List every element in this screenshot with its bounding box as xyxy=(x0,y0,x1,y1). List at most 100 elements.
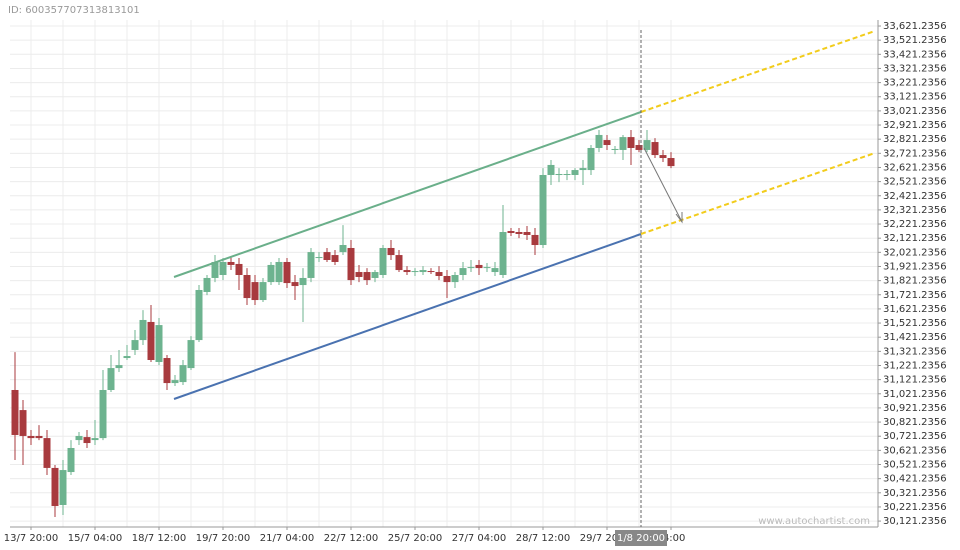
watermark: www.autochartist.com xyxy=(758,516,870,527)
y-tick-label: 32,321.2356 xyxy=(883,205,947,216)
y-tick-label: 32,121.2356 xyxy=(883,233,947,244)
candle-body xyxy=(579,168,587,171)
candle-body xyxy=(323,252,331,261)
y-tick-label: 33,021.2356 xyxy=(883,106,947,117)
candle-body xyxy=(595,134,603,148)
x-tick-label: 04:00 xyxy=(657,533,686,544)
x-tick-label: 13/7 20:00 xyxy=(4,533,58,544)
candle-body xyxy=(539,174,547,246)
candle-body xyxy=(203,277,211,292)
x-tick-label: 29/7 20:00 xyxy=(580,533,634,544)
candle-body xyxy=(123,356,131,359)
candle-body xyxy=(563,174,571,176)
y-tick-label: 30,821.2356 xyxy=(883,417,947,428)
candle-body xyxy=(339,245,347,253)
crosshair-box xyxy=(615,530,667,546)
candle-body xyxy=(507,231,515,233)
candle-body xyxy=(291,282,299,287)
candle-body xyxy=(171,380,179,384)
forecast-arrow xyxy=(643,147,682,221)
candle-body xyxy=(107,368,115,390)
y-tick-label: 32,821.2356 xyxy=(883,134,947,145)
candle-body xyxy=(451,274,459,283)
y-tick-label: 32,421.2356 xyxy=(883,191,947,202)
y-tick-label: 32,221.2356 xyxy=(883,219,947,230)
candle-body xyxy=(299,277,307,286)
y-tick-label: 30,121.2356 xyxy=(883,516,947,527)
y-tick-label: 31,321.2356 xyxy=(883,346,947,357)
candle-body xyxy=(315,257,323,259)
candle-body xyxy=(155,325,163,362)
x-tick-label: 28/7 12:00 xyxy=(516,533,570,544)
y-tick-label: 33,421.2356 xyxy=(883,49,947,60)
x-tick-label: 21/7 04:00 xyxy=(260,533,314,544)
forecast-upper xyxy=(640,30,876,113)
candle-body xyxy=(651,142,659,156)
x-tick-label: 25/7 20:00 xyxy=(388,533,442,544)
candle-body xyxy=(427,271,435,273)
candle-body xyxy=(403,270,411,273)
candle-body xyxy=(587,147,595,171)
candle-body xyxy=(83,437,91,444)
crosshair-label: 1/8 20:00 xyxy=(617,533,665,544)
candle-body xyxy=(11,389,19,435)
candle-body xyxy=(499,231,507,275)
x-tick-label: 15/7 04:00 xyxy=(68,533,122,544)
x-tick-label: 18/7 12:00 xyxy=(132,533,186,544)
candle-body xyxy=(611,148,619,150)
candle-body xyxy=(483,267,491,269)
candle-body xyxy=(411,271,419,273)
candle-body xyxy=(267,264,275,283)
y-tick-label: 32,021.2356 xyxy=(883,247,947,258)
candle-body xyxy=(251,282,259,301)
candle-body xyxy=(603,140,611,146)
y-tick-label: 31,021.2356 xyxy=(883,389,947,400)
y-tick-label: 33,621.2356 xyxy=(883,21,947,32)
candle-body xyxy=(115,365,123,369)
candle-body xyxy=(219,261,227,275)
candle-body xyxy=(379,247,387,275)
candle-body xyxy=(275,261,283,283)
y-tick-label: 31,221.2356 xyxy=(883,360,947,371)
y-tick-label: 31,721.2356 xyxy=(883,290,947,301)
y-tick-label: 30,421.2356 xyxy=(883,474,947,485)
candle-body xyxy=(515,231,523,234)
candle-body xyxy=(347,247,355,281)
candle-body xyxy=(131,340,139,350)
candle-body xyxy=(395,255,403,271)
candle-body xyxy=(27,435,35,439)
candle-body xyxy=(619,137,627,150)
y-tick-label: 33,221.2356 xyxy=(883,78,947,89)
candle-body xyxy=(467,267,475,269)
candle-body xyxy=(523,231,531,235)
candle-body xyxy=(419,270,427,273)
candle-body xyxy=(459,268,467,275)
candle-body xyxy=(627,137,635,148)
x-tick-label: 22/7 12:00 xyxy=(324,533,378,544)
candles xyxy=(11,130,675,518)
candle-body xyxy=(147,321,155,361)
candle-body xyxy=(491,268,499,273)
y-tick-label: 33,121.2356 xyxy=(883,92,947,103)
x-tick-label: 27/7 04:00 xyxy=(452,533,506,544)
grid xyxy=(10,20,878,527)
candle-body xyxy=(35,435,43,439)
y-tick-label: 32,621.2356 xyxy=(883,162,947,173)
candle-body xyxy=(363,272,371,281)
y-tick-label: 32,721.2356 xyxy=(883,148,947,159)
candle-body xyxy=(139,319,147,341)
y-tick-label: 30,521.2356 xyxy=(883,460,947,471)
candle-body xyxy=(443,275,451,283)
candle-body xyxy=(371,272,379,278)
y-tick-label: 33,521.2356 xyxy=(883,35,947,46)
candle-body xyxy=(555,174,563,176)
candle-body xyxy=(635,145,643,150)
candle-body xyxy=(179,365,187,383)
candle-body xyxy=(435,272,443,276)
candle-body xyxy=(259,282,267,301)
candle-body xyxy=(283,261,291,284)
candle-body xyxy=(51,467,59,506)
candle-body xyxy=(235,263,243,275)
forecast-lower xyxy=(640,152,876,235)
x-tick-label: 19/7 20:00 xyxy=(196,533,250,544)
